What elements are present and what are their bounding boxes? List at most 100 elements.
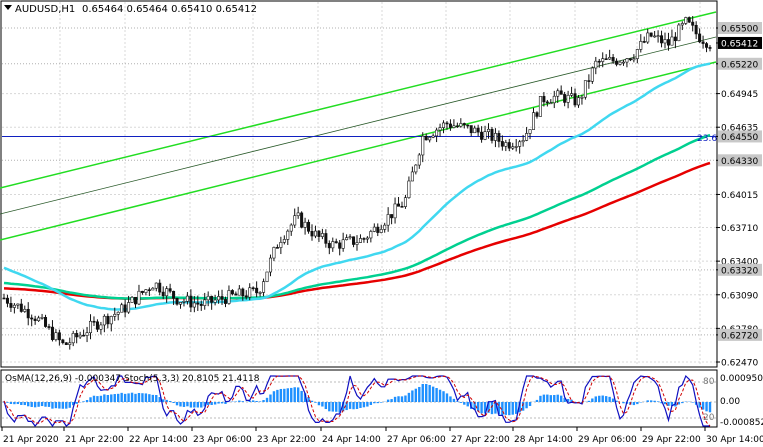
price-label: 0.63320	[721, 266, 758, 276]
osma-bar	[508, 402, 511, 416]
osma-bar	[701, 402, 705, 410]
osma-bar	[504, 402, 508, 415]
candle	[175, 297, 179, 305]
osma-bar	[151, 394, 155, 402]
candle	[566, 94, 570, 103]
osma-bar	[20, 402, 23, 405]
candle	[92, 320, 96, 323]
candle	[320, 233, 324, 237]
candle	[310, 230, 314, 237]
candle	[37, 317, 41, 321]
candle	[673, 36, 677, 42]
osma-bar	[182, 402, 186, 407]
osma-bar	[213, 402, 217, 405]
osma-bar	[487, 402, 490, 413]
candlestick-series[interactable]	[2, 15, 712, 350]
osma-bar	[431, 386, 435, 402]
candle	[635, 49, 639, 59]
osma-bar	[514, 402, 518, 414]
candle	[545, 101, 549, 104]
osma-bar	[348, 402, 352, 409]
osma-bar	[601, 395, 604, 402]
osma-bar	[380, 402, 383, 403]
osma-bar	[40, 402, 44, 407]
candle	[338, 242, 342, 249]
candle	[223, 299, 227, 304]
osma-bar	[646, 400, 649, 402]
candle	[639, 41, 643, 50]
candle	[109, 316, 113, 325]
osma-bar	[494, 402, 497, 414]
candle	[500, 141, 504, 147]
osma-bar	[265, 397, 269, 402]
candle	[210, 295, 214, 303]
time-label: 22 Apr 14:00	[129, 435, 188, 445]
osma-bar	[407, 392, 411, 402]
candle	[289, 224, 293, 232]
osma-bar	[103, 394, 106, 402]
osma-bar	[54, 402, 58, 409]
osma-bar	[23, 402, 26, 406]
osma-bar	[85, 400, 89, 402]
osma-bar	[110, 394, 113, 402]
osma-bar	[92, 395, 96, 402]
candle	[154, 282, 158, 289]
candle	[476, 127, 480, 133]
osma-bar	[345, 402, 348, 411]
osma-bar	[563, 398, 566, 402]
osma-bar	[667, 402, 670, 406]
osma-bar	[303, 393, 307, 402]
candle	[203, 299, 207, 306]
candle	[570, 93, 574, 96]
dropdown-triangle-icon[interactable]	[4, 5, 12, 10]
candle	[698, 33, 702, 43]
osma-bar	[217, 402, 220, 404]
chart-header: AUDUSD,H1 0.65464 0.65464 0.65410 0.6541…	[4, 4, 257, 15]
candle	[400, 206, 404, 208]
time-axis: 21 Apr 2020 21 Apr 22:00 22 Apr 14:00 23 Ap…	[1, 427, 763, 445]
candle	[248, 287, 252, 298]
candle	[583, 80, 587, 98]
osma-bar	[68, 402, 71, 408]
osma-bar	[6, 402, 9, 403]
candle	[82, 334, 86, 337]
candle	[601, 58, 605, 62]
candle	[417, 154, 421, 166]
osma-bar	[179, 402, 182, 407]
osma-bar	[691, 402, 694, 403]
osma-bar	[89, 397, 92, 402]
osma-bar	[598, 395, 601, 402]
candle	[445, 122, 449, 125]
osma-bar	[37, 402, 40, 407]
candle	[99, 324, 103, 330]
osma-bar	[238, 400, 241, 402]
osma-bar	[442, 391, 445, 402]
osma-bar	[497, 402, 501, 415]
candle	[213, 299, 217, 303]
osma-bar	[404, 395, 407, 402]
osma-bar	[369, 402, 373, 405]
candle	[282, 239, 286, 243]
candle	[646, 32, 650, 43]
price-label: 0.64945	[721, 90, 758, 100]
osma-bar	[594, 396, 597, 402]
candle	[362, 238, 366, 240]
osma-bar	[542, 394, 546, 402]
osma-bar	[622, 402, 625, 404]
candle	[182, 301, 186, 303]
candle	[552, 95, 556, 104]
candle	[525, 133, 529, 141]
osma-bar	[61, 402, 65, 409]
osma-bar	[200, 402, 203, 408]
candle	[89, 320, 93, 334]
osma-bar	[663, 402, 667, 405]
osma-bar	[435, 388, 438, 402]
osma-bar	[269, 394, 272, 402]
candle	[549, 102, 553, 105]
candle	[487, 128, 491, 132]
osma-bar	[75, 402, 78, 404]
candle	[628, 58, 632, 61]
osma-bar	[279, 388, 283, 402]
osma-bar	[241, 401, 244, 402]
